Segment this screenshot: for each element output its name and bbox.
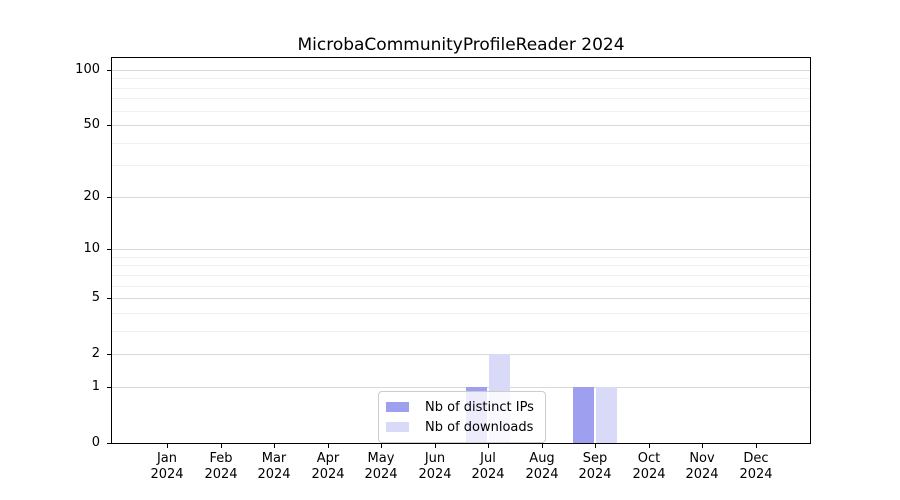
x-tick-label: Mar 2024 [244, 451, 304, 483]
y-tick-mark [107, 70, 111, 71]
x-tick-label: Jul 2024 [458, 451, 518, 483]
major-gridline [112, 197, 810, 198]
legend-item-downloads: Nb of downloads [386, 418, 534, 436]
x-tick-label-line: May [367, 451, 395, 466]
y-tick-label: 20 [83, 189, 100, 204]
major-gridline [112, 125, 810, 126]
minor-gridline [112, 88, 810, 89]
x-tick-mark [595, 444, 596, 448]
y-tick-label: 2 [91, 346, 100, 361]
x-tick-label-line: Jun [424, 451, 446, 466]
legend-swatch-downloads-icon [386, 422, 409, 432]
chart-title: MicrobaCommunityProfileReader 2024 [297, 35, 625, 55]
x-tick-mark [542, 444, 543, 448]
minor-gridline [112, 143, 810, 144]
x-tick-label-line: Jan [156, 451, 178, 466]
minor-gridline [112, 78, 810, 79]
x-tick-label: Oct 2024 [619, 451, 679, 483]
x-tick-label-line: Dec [743, 451, 769, 466]
y-tick-label: 50 [83, 117, 100, 132]
x-tick-label-line: 2024 [418, 467, 452, 482]
x-tick-mark [488, 444, 489, 448]
bar-nb-of-distinct-ips [573, 387, 594, 443]
x-tick-label-line: 2024 [632, 467, 666, 482]
x-tick-mark [649, 444, 650, 448]
minor-gridline [112, 286, 810, 287]
x-tick-mark [381, 444, 382, 448]
plot-area: Nb of distinct IPs Nb of downloads [111, 57, 811, 444]
x-tick-label-line: Oct [637, 451, 661, 466]
major-gridline [112, 249, 810, 250]
y-tick-mark [107, 298, 111, 299]
x-tick-label-line: Mar [261, 451, 287, 466]
major-gridline [112, 70, 810, 71]
bar-nb-of-downloads [596, 387, 617, 443]
minor-gridline [112, 265, 810, 266]
y-tick-mark [107, 125, 111, 126]
x-tick-label: Jun 2024 [405, 451, 465, 483]
x-tick-label-line: 2024 [311, 467, 345, 482]
y-tick-mark [107, 443, 111, 444]
x-tick-label-line: 2024 [525, 467, 559, 482]
legend-label-downloads: Nb of downloads [425, 419, 534, 435]
major-gridline [112, 354, 810, 355]
gridlines-layer [112, 58, 810, 443]
y-tick-label: 1 [91, 379, 100, 394]
major-gridline [112, 387, 810, 388]
y-tick-label: 100 [75, 62, 100, 77]
x-tick-label: Jan 2024 [137, 451, 197, 483]
minor-gridline [112, 257, 810, 258]
x-tick-mark [328, 444, 329, 448]
x-tick-label-line: 2024 [685, 467, 719, 482]
minor-gridline [112, 111, 810, 112]
minor-gridline [112, 275, 810, 276]
y-tick-mark [107, 249, 111, 250]
x-tick-mark [221, 444, 222, 448]
x-tick-label-line: Sep [582, 451, 608, 466]
x-tick-label-line: Aug [529, 451, 555, 466]
x-tick-label: Apr 2024 [298, 451, 358, 483]
legend: Nb of distinct IPs Nb of downloads [378, 391, 546, 443]
x-tick-label: May 2024 [351, 451, 411, 483]
x-tick-label-line: 2024 [364, 467, 398, 482]
minor-gridline [112, 331, 810, 332]
major-gridline [112, 298, 810, 299]
y-tick-label: 5 [91, 290, 100, 305]
x-tick-label-line: 2024 [739, 467, 773, 482]
minor-gridline [112, 165, 810, 166]
y-tick-mark [107, 354, 111, 355]
x-tick-label-line: Jul [480, 451, 496, 466]
y-tick-mark [107, 197, 111, 198]
x-tick-mark [167, 444, 168, 448]
x-tick-label-line: 2024 [257, 467, 291, 482]
x-tick-label-line: Feb [209, 451, 233, 466]
legend-swatch-distinct-ips-icon [386, 402, 409, 412]
x-tick-label: Nov 2024 [672, 451, 732, 483]
x-tick-label-line: 2024 [204, 467, 238, 482]
y-tick-label: 10 [83, 241, 100, 256]
x-tick-mark [274, 444, 275, 448]
x-tick-mark [435, 444, 436, 448]
x-tick-label-line: Nov [689, 451, 715, 466]
x-tick-label: Aug 2024 [512, 451, 572, 483]
bars-layer [112, 58, 810, 443]
x-tick-label: Sep 2024 [565, 451, 625, 483]
minor-gridline [112, 313, 810, 314]
y-tick-mark [107, 387, 111, 388]
x-tick-label: Feb 2024 [191, 451, 251, 483]
x-tick-label-line: 2024 [578, 467, 612, 482]
x-tick-mark [756, 444, 757, 448]
minor-gridline [112, 98, 810, 99]
x-tick-label: Dec 2024 [726, 451, 786, 483]
x-tick-label-line: 2024 [471, 467, 505, 482]
legend-label-distinct-ips: Nb of distinct IPs [425, 399, 534, 415]
x-tick-label-line: Apr [316, 451, 340, 466]
x-tick-label-line: 2024 [150, 467, 184, 482]
y-tick-label: 0 [91, 435, 100, 450]
x-tick-mark [702, 444, 703, 448]
legend-item-distinct-ips: Nb of distinct IPs [386, 398, 534, 416]
